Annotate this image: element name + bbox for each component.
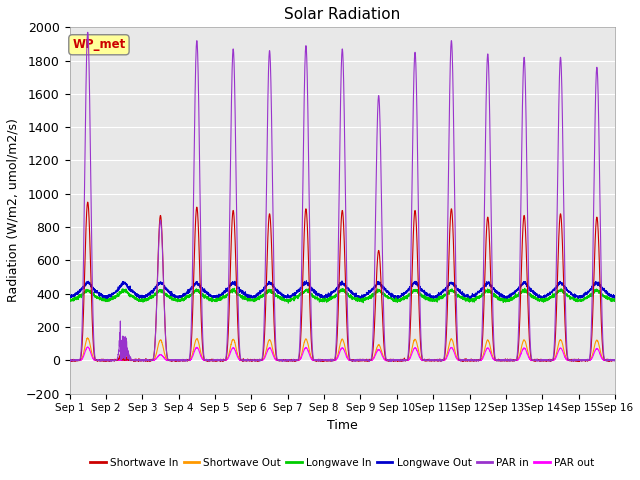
Title: Solar Radiation: Solar Radiation: [284, 7, 401, 22]
Legend: Shortwave In, Shortwave Out, Longwave In, Longwave Out, PAR in, PAR out: Shortwave In, Shortwave Out, Longwave In…: [86, 454, 598, 472]
Text: WP_met: WP_met: [72, 38, 125, 51]
X-axis label: Time: Time: [327, 419, 358, 432]
Y-axis label: Radiation (W/m2, umol/m2/s): Radiation (W/m2, umol/m2/s): [7, 119, 20, 302]
